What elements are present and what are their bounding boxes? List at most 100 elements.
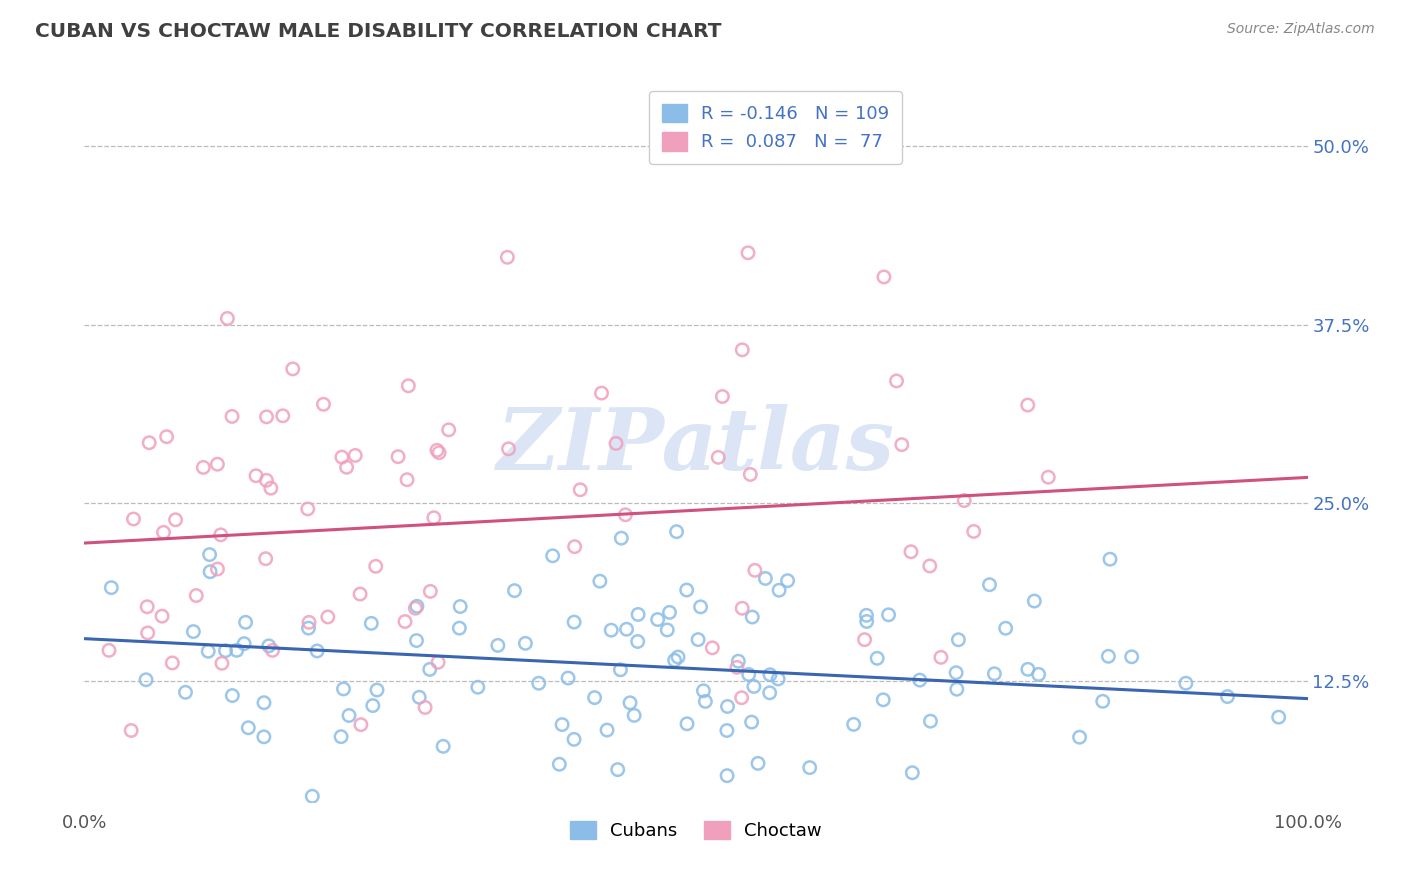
Point xyxy=(394,615,416,629)
Point xyxy=(332,681,354,696)
Point xyxy=(198,548,221,562)
Point xyxy=(396,379,419,393)
Point xyxy=(873,269,896,284)
Point xyxy=(193,460,215,475)
Point xyxy=(901,765,924,780)
Legend: Cubans, Choctaw: Cubans, Choctaw xyxy=(562,814,830,847)
Point xyxy=(600,623,623,637)
Point xyxy=(1024,594,1046,608)
Point xyxy=(730,690,752,705)
Point xyxy=(496,250,519,264)
Point xyxy=(695,694,717,708)
Point xyxy=(768,583,790,598)
Point xyxy=(527,676,550,690)
Point xyxy=(1174,676,1197,690)
Point xyxy=(658,606,681,620)
Point xyxy=(623,708,645,723)
Point xyxy=(361,698,384,713)
Point xyxy=(174,685,197,699)
Point xyxy=(162,656,184,670)
Point xyxy=(707,450,730,465)
Point xyxy=(138,435,160,450)
Point xyxy=(583,690,606,705)
Point xyxy=(666,650,689,665)
Point xyxy=(657,623,679,637)
Point xyxy=(953,493,976,508)
Point xyxy=(742,680,765,694)
Point xyxy=(616,622,638,636)
Point xyxy=(349,587,371,601)
Point xyxy=(423,510,446,524)
Point xyxy=(983,666,1005,681)
Text: Source: ZipAtlas.com: Source: ZipAtlas.com xyxy=(1227,22,1375,37)
Point xyxy=(692,683,714,698)
Point xyxy=(1028,667,1050,681)
Point xyxy=(564,540,586,554)
Point xyxy=(744,563,766,577)
Point xyxy=(664,653,686,667)
Point xyxy=(716,723,738,738)
Point xyxy=(1097,649,1119,664)
Point xyxy=(740,467,762,482)
Point xyxy=(198,565,221,579)
Point xyxy=(920,714,942,728)
Point xyxy=(1091,694,1114,708)
Point xyxy=(702,640,724,655)
Point xyxy=(233,637,256,651)
Point xyxy=(759,667,782,681)
Point xyxy=(437,423,460,437)
Point xyxy=(591,386,613,401)
Point xyxy=(676,716,699,731)
Point xyxy=(150,609,173,624)
Point xyxy=(619,696,641,710)
Point xyxy=(253,730,276,744)
Point xyxy=(758,686,780,700)
Point xyxy=(498,442,520,456)
Point xyxy=(1216,690,1239,704)
Point xyxy=(262,643,284,657)
Point xyxy=(731,343,754,357)
Point xyxy=(503,583,526,598)
Point xyxy=(776,574,799,588)
Point xyxy=(254,551,277,566)
Point xyxy=(156,430,179,444)
Point xyxy=(254,473,277,487)
Point xyxy=(467,680,489,694)
Point xyxy=(214,643,236,657)
Point xyxy=(551,717,574,731)
Point xyxy=(186,589,208,603)
Point xyxy=(946,682,969,697)
Point xyxy=(1017,398,1039,412)
Point xyxy=(731,601,754,615)
Point xyxy=(747,756,769,771)
Point xyxy=(209,528,232,542)
Point xyxy=(136,599,159,614)
Point xyxy=(238,721,260,735)
Point xyxy=(211,657,233,671)
Point xyxy=(855,608,877,623)
Point xyxy=(727,654,749,668)
Point xyxy=(330,730,353,744)
Point xyxy=(562,615,585,629)
Point xyxy=(405,633,427,648)
Point xyxy=(271,409,294,423)
Point xyxy=(257,639,280,653)
Point xyxy=(404,601,426,615)
Point xyxy=(725,660,748,674)
Point xyxy=(569,483,592,497)
Point xyxy=(737,245,759,260)
Point xyxy=(606,763,628,777)
Point xyxy=(548,757,571,772)
Point xyxy=(627,607,650,622)
Point xyxy=(609,663,631,677)
Point xyxy=(136,626,159,640)
Point xyxy=(515,636,537,650)
Point xyxy=(364,559,387,574)
Point xyxy=(336,460,359,475)
Point xyxy=(207,457,229,471)
Point xyxy=(406,599,429,614)
Point xyxy=(1098,552,1121,566)
Point xyxy=(297,502,319,516)
Point xyxy=(122,512,145,526)
Point xyxy=(605,436,627,450)
